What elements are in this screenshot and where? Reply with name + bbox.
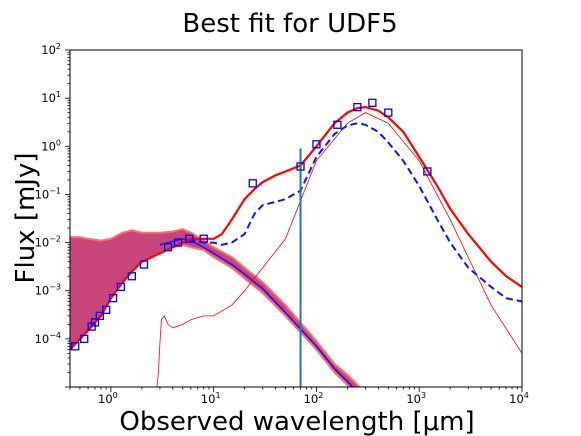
x-tick-label: 101 <box>201 391 221 406</box>
observed-point <box>312 140 321 149</box>
observed-point <box>368 98 377 107</box>
x-tick-label: 100 <box>98 391 118 406</box>
observed-point <box>108 294 118 303</box>
x-tick-label: 104 <box>509 391 529 406</box>
y-axis-label: Flux [mJy] <box>11 153 41 284</box>
y-tick-label: 10−1 <box>35 186 61 201</box>
observed-point <box>102 305 111 315</box>
series-solid-red <box>70 105 522 351</box>
observed-point <box>95 311 104 321</box>
y-tick-label: 10−4 <box>35 331 61 346</box>
observed-point <box>71 342 80 351</box>
y-tick-label: 101 <box>41 90 61 105</box>
x-axis-label: Observed wavelength [μm] <box>119 407 474 436</box>
observed-point <box>163 243 173 252</box>
chart-title: Best fit for UDF5 <box>182 9 397 39</box>
observed-point <box>139 260 149 269</box>
observed-point <box>384 108 393 117</box>
stellar-band <box>70 229 360 387</box>
observed-point <box>333 120 342 129</box>
series-thin-blue <box>159 238 354 387</box>
y-tick-label: 10−2 <box>35 235 61 250</box>
observed-point <box>199 234 208 243</box>
series-thin-red <box>156 112 522 387</box>
plot-area: 100 101 102 103 104 10−4 10−3 10−2 10−1 100 101 102 <box>35 42 529 406</box>
observed-point <box>116 282 126 292</box>
observed-point <box>296 162 305 171</box>
y-tick-label: 102 <box>41 42 61 57</box>
x-tick-label: 103 <box>406 391 426 406</box>
observed-point <box>423 167 432 176</box>
data-layer <box>70 98 522 387</box>
x-tick-label: 102 <box>304 391 324 406</box>
observed-point <box>173 238 183 247</box>
observed-point <box>353 102 362 112</box>
observed-point <box>90 318 100 327</box>
observed-point <box>248 179 257 188</box>
observed-point <box>185 234 194 243</box>
axes-frame <box>69 49 523 388</box>
y-tick-label: 10−3 <box>35 283 61 298</box>
y-tick-label: 100 <box>41 138 61 153</box>
observed-point <box>80 334 89 344</box>
observed-point <box>127 272 137 281</box>
